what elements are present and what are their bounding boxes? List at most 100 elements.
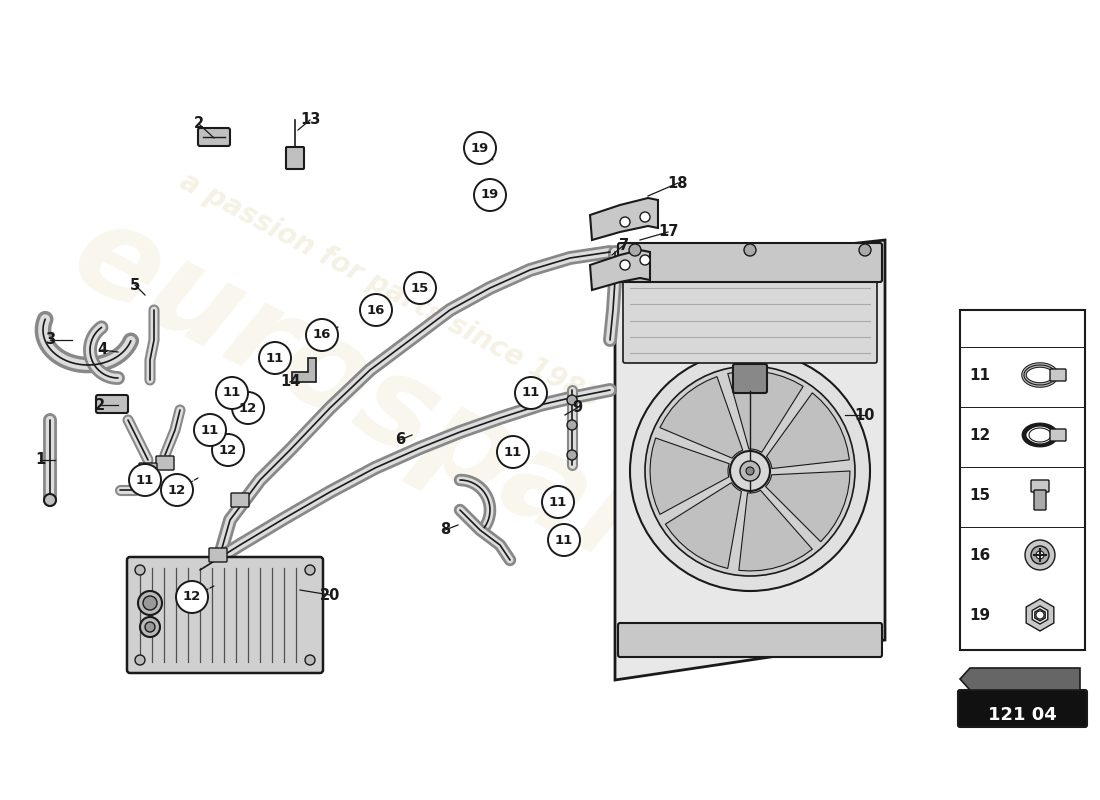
Text: 12: 12 [219,443,238,457]
Text: 11: 11 [554,534,573,546]
Text: 20: 20 [320,587,340,602]
Circle shape [746,467,754,475]
Text: 11: 11 [223,386,241,399]
Circle shape [138,591,162,615]
Circle shape [1036,551,1044,559]
Circle shape [305,655,315,665]
FancyBboxPatch shape [198,128,230,146]
Text: 19: 19 [471,142,490,154]
Circle shape [360,294,392,326]
FancyBboxPatch shape [156,456,174,470]
FancyBboxPatch shape [1031,480,1049,492]
Text: 11: 11 [136,474,154,486]
Text: 15: 15 [411,282,429,294]
Polygon shape [666,482,741,569]
Circle shape [620,260,630,270]
Circle shape [566,420,578,430]
Text: 19: 19 [969,607,991,622]
FancyBboxPatch shape [139,463,157,477]
FancyBboxPatch shape [231,493,249,507]
Text: 12: 12 [168,483,186,497]
Circle shape [44,494,56,506]
Circle shape [640,212,650,222]
Circle shape [216,377,248,409]
FancyBboxPatch shape [1034,490,1046,510]
Text: 16: 16 [312,329,331,342]
Circle shape [566,450,578,460]
Circle shape [404,272,436,304]
Circle shape [129,464,161,496]
Text: eurospares: eurospares [53,191,807,669]
Polygon shape [766,471,850,542]
Text: 15: 15 [969,487,991,502]
Text: 12: 12 [183,590,201,603]
FancyBboxPatch shape [958,690,1087,727]
FancyBboxPatch shape [96,395,128,413]
Polygon shape [739,490,812,571]
Circle shape [305,565,315,575]
Text: 3: 3 [45,333,55,347]
Circle shape [143,596,157,610]
Circle shape [306,319,338,351]
Circle shape [135,655,145,665]
Circle shape [232,392,264,424]
Text: 13: 13 [300,113,320,127]
Text: 4: 4 [97,342,107,358]
Circle shape [640,255,650,265]
Circle shape [730,451,770,491]
Text: 18: 18 [668,175,689,190]
Text: 17: 17 [658,225,679,239]
Circle shape [135,565,145,575]
Polygon shape [767,393,849,469]
Circle shape [542,486,574,518]
Circle shape [629,244,641,256]
Circle shape [645,366,855,576]
Text: 12: 12 [239,402,257,414]
Text: 12: 12 [969,427,991,442]
Circle shape [258,342,292,374]
Text: 11: 11 [549,495,568,509]
Text: 11: 11 [969,367,990,382]
Text: 5: 5 [130,278,140,293]
Circle shape [212,434,244,466]
Polygon shape [590,198,658,240]
Circle shape [464,132,496,164]
Circle shape [515,377,547,409]
FancyBboxPatch shape [618,623,882,657]
Circle shape [145,622,155,632]
Text: 7: 7 [619,238,629,253]
Circle shape [744,244,756,256]
Circle shape [474,179,506,211]
Text: 16: 16 [969,547,991,562]
Text: 11: 11 [504,446,522,458]
FancyBboxPatch shape [126,557,323,673]
Text: a passion for parts since 1985: a passion for parts since 1985 [175,167,605,413]
Circle shape [630,351,870,591]
Circle shape [161,474,192,506]
Polygon shape [292,358,316,382]
FancyBboxPatch shape [960,310,1085,650]
Text: 1: 1 [35,453,45,467]
Text: 6: 6 [395,433,405,447]
FancyBboxPatch shape [623,278,877,363]
Text: 19: 19 [481,189,499,202]
Polygon shape [960,668,1080,690]
FancyBboxPatch shape [286,147,304,169]
FancyBboxPatch shape [733,364,767,393]
Circle shape [1025,540,1055,570]
Circle shape [548,524,580,556]
Text: 121 04: 121 04 [988,706,1057,724]
Polygon shape [1026,599,1054,631]
Text: 8: 8 [440,522,450,538]
Circle shape [1036,611,1044,619]
Text: 11: 11 [201,423,219,437]
Circle shape [194,414,226,446]
Polygon shape [1035,609,1045,621]
Text: 14: 14 [279,374,300,390]
Circle shape [176,581,208,613]
Polygon shape [728,371,803,452]
Circle shape [620,217,630,227]
Circle shape [566,395,578,405]
FancyBboxPatch shape [209,548,227,562]
Circle shape [497,436,529,468]
